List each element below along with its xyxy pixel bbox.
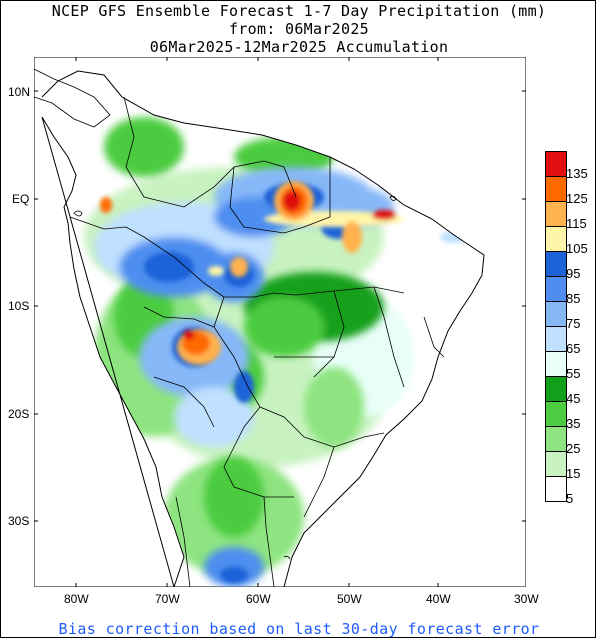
lat-label-30s: 30S: [8, 514, 30, 528]
legend-label-125: 125: [566, 191, 588, 206]
legend-label-5: 5: [566, 491, 574, 506]
lon-label-60w: 60W: [246, 592, 271, 606]
legend-swatch-35: [545, 401, 567, 427]
legend-label-75: 75: [566, 316, 581, 331]
legend-label-115: 115: [566, 216, 587, 231]
map-subtitle-period: 06Mar2025-12Mar2025 Accumulation: [149, 38, 449, 56]
legend-swatch-45: [545, 376, 567, 402]
legend-swatch-135: [545, 151, 567, 177]
legend-swatch-65: [545, 326, 567, 352]
lon-label-30w: 30W: [514, 592, 539, 606]
legend-label-95: 95: [566, 266, 581, 281]
lat-label-10n: 10N: [8, 85, 31, 99]
lon-label-50w: 50W: [337, 592, 362, 606]
coastline: [41, 70, 485, 587]
legend-swatch-85: [545, 276, 567, 302]
legend-label-45: 45: [566, 391, 581, 406]
legend-swatch-105: [545, 226, 567, 252]
bias-correction-note: Bias correction based on last 30-day for…: [58, 620, 540, 638]
legend-label-25: 25: [566, 441, 581, 456]
legend-swatch-125: [545, 176, 567, 202]
legend-swatch-75: [545, 301, 567, 327]
legend-swatch-15: [545, 451, 567, 477]
legend-label-65: 65: [566, 341, 581, 356]
legend-swatch-115: [545, 201, 567, 227]
legend-label-85: 85: [566, 291, 581, 306]
legend-swatch-5: [545, 476, 567, 502]
lat-label-20s: 20S: [8, 407, 30, 421]
legend-swatch-25: [545, 426, 567, 452]
legend-swatch-55: [545, 351, 567, 377]
lon-label-80w: 80W: [64, 592, 89, 606]
precipitation-map: [34, 57, 526, 587]
legend-label-35: 35: [566, 416, 581, 431]
map-subtitle-date: from: 06Mar2025: [229, 20, 369, 38]
precipitation-legend: [545, 151, 567, 502]
legend-label-135: 135: [566, 166, 588, 181]
legend-swatch-95: [545, 251, 567, 277]
lat-label-10s: 10S: [8, 299, 30, 313]
legend-label-15: 15: [566, 466, 581, 481]
lat-label-eq: EQ: [12, 192, 30, 206]
legend-label-55: 55: [566, 366, 581, 381]
lon-label-70w: 70W: [155, 592, 180, 606]
lon-label-40w: 40W: [426, 592, 451, 606]
legend-label-105: 105: [566, 241, 588, 256]
map-title: NCEP GFS Ensemble Forecast 1-7 Day Preci…: [51, 2, 547, 20]
